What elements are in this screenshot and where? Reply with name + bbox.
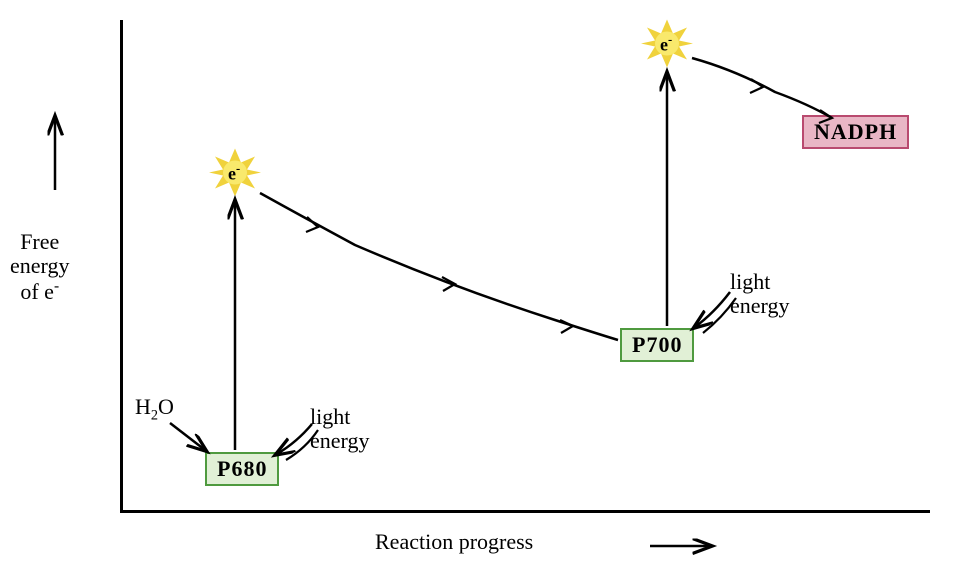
p700-box: P700 — [620, 328, 694, 362]
arrows-overlay — [0, 0, 960, 570]
electron-label-1: e- — [228, 162, 240, 185]
electron-burst-1: e- — [208, 146, 262, 205]
light-energy-2: light energy — [730, 270, 789, 318]
x-axis — [120, 510, 930, 513]
diagram-stage: Free energy of e- Reaction progress H2O … — [0, 0, 960, 570]
nadph-text: NADPH — [814, 119, 897, 144]
y-axis-label: Free energy of e- — [10, 230, 69, 304]
y-label-1: Free — [20, 229, 59, 254]
p680-text: P680 — [217, 456, 267, 481]
electron-label-2: e- — [660, 33, 672, 56]
y-axis — [120, 20, 123, 510]
light2a: light — [730, 269, 770, 294]
light1b: energy — [310, 428, 369, 453]
x-axis-label: Reaction progress — [375, 530, 533, 554]
electron-burst-2: e- — [640, 17, 694, 76]
p680-box: P680 — [205, 452, 279, 486]
h2o-label: H2O — [135, 395, 174, 424]
p700-text: P700 — [632, 332, 682, 357]
light-energy-1: light energy — [310, 405, 369, 453]
x-label-text: Reaction progress — [375, 529, 533, 554]
nadph-box: NADPH — [802, 115, 909, 149]
y-label-2: energy — [10, 253, 69, 278]
light1a: light — [310, 404, 350, 429]
y-label-3: of e- — [20, 279, 59, 304]
light2b: energy — [730, 293, 789, 318]
